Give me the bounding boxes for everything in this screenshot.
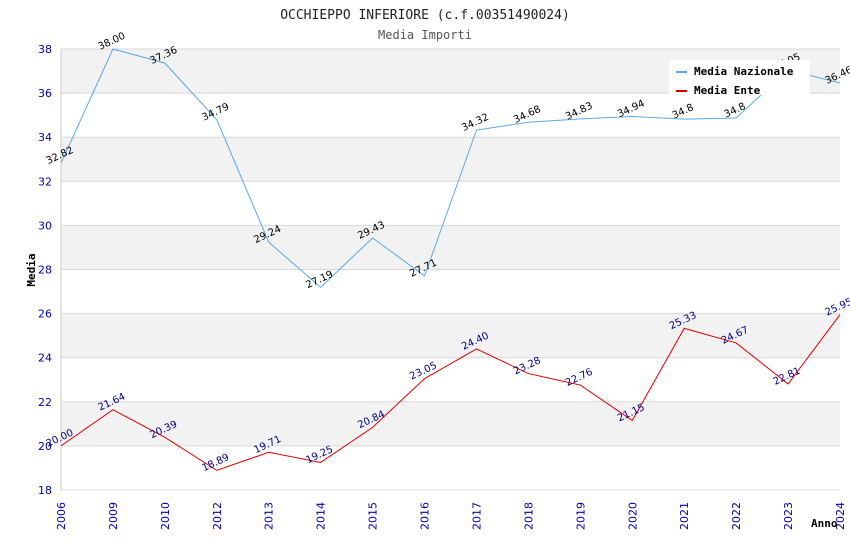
legend: Media Nazionale Media Ente (669, 60, 810, 97)
y-tick-label: 22 (38, 396, 52, 409)
x-tick-label: 2010 (159, 502, 172, 530)
chart-title: OCCHIEPPO INFERIORE (c.f.00351490024) (280, 8, 570, 23)
x-tick-label: 2016 (419, 502, 432, 530)
y-tick-label: 28 (38, 264, 52, 277)
x-axis-label: Anno (811, 517, 838, 530)
y-tick-label: 30 (38, 219, 52, 232)
x-tick-label: 2009 (107, 502, 120, 530)
legend-box (669, 60, 810, 95)
x-tick-label: 2022 (730, 502, 743, 530)
grid-band (61, 445, 840, 490)
x-tick-label: 2024 (834, 502, 847, 530)
x-tick-label: 2020 (626, 502, 639, 530)
gridlines (60, 48, 840, 491)
y-tick-label: 38 (38, 43, 52, 56)
x-tick-label: 2019 (574, 502, 587, 530)
grid-bands (61, 49, 840, 490)
legend-label-media-ente: Media Ente (694, 84, 761, 97)
y-tick-label: 36 (38, 87, 52, 100)
y-axis-label: Media (25, 253, 38, 286)
series-line-media-ente (60, 314, 841, 471)
legend-label-media-nazionale: Media Nazionale (694, 65, 794, 78)
x-tick-label: 2013 (263, 502, 276, 530)
x-tick-label: 2021 (678, 502, 691, 530)
grid-band (61, 401, 840, 446)
y-tick-label: 34 (38, 131, 52, 144)
y-tick-label: 26 (38, 308, 52, 321)
x-axis-ticks: 2006 2009 2010 2012 2013 2014 2015 2016 2017 2018… (55, 502, 847, 530)
x-tick-label: 2023 (782, 502, 795, 530)
grid-band (61, 225, 840, 270)
x-tick-label: 2014 (315, 502, 328, 530)
grid-band (61, 137, 840, 182)
series-line-media-nazionale (60, 48, 841, 289)
grid-band (61, 357, 840, 402)
grid-band (61, 269, 840, 314)
x-tick-label: 2006 (55, 502, 68, 530)
y-tick-label: 32 (38, 175, 52, 188)
x-tick-label: 2015 (367, 502, 380, 530)
grid-band (61, 93, 840, 138)
x-tick-label: 2018 (522, 502, 535, 530)
x-tick-label: 2012 (211, 502, 224, 530)
y-axis-ticks: 18 20 22 24 26 28 30 32 34 36 38 (38, 43, 52, 497)
x-tick-label: 2017 (470, 502, 483, 530)
y-tick-label: 24 (38, 352, 52, 365)
y-tick-label: 20 (38, 440, 52, 453)
chart-subtitle: Media Importi (378, 28, 472, 42)
y-tick-label: 18 (38, 484, 52, 497)
